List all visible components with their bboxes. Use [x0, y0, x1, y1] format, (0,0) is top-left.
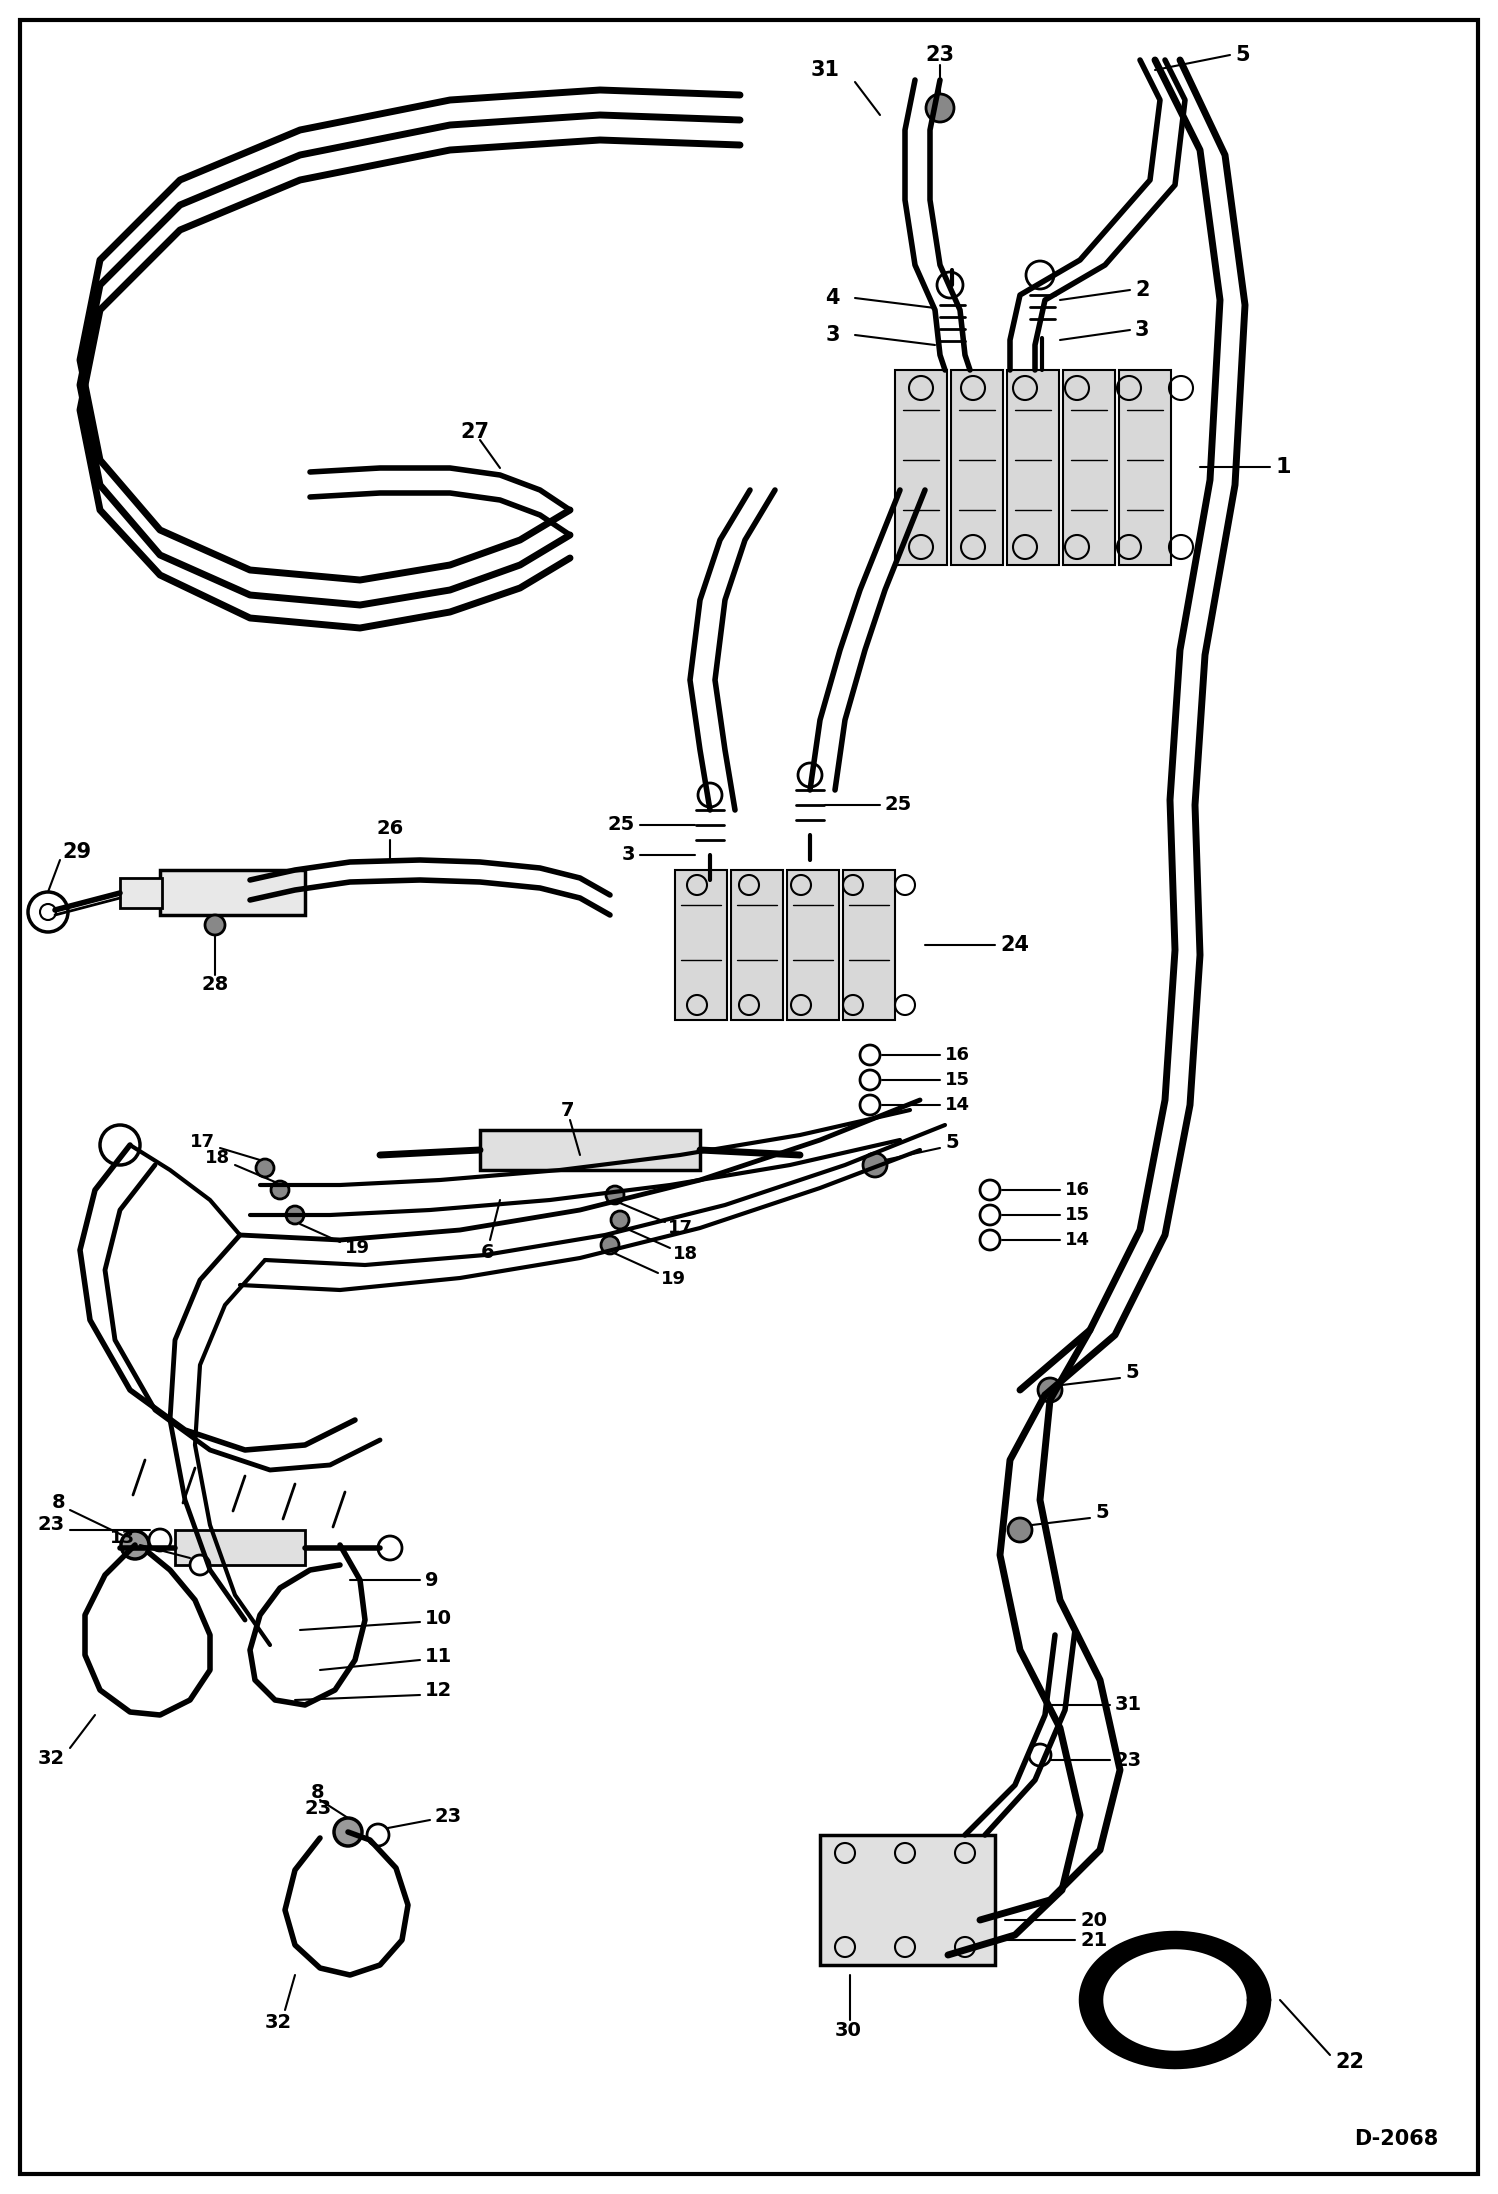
- Text: 1: 1: [1275, 456, 1290, 476]
- Text: 3: 3: [622, 845, 635, 864]
- Text: 17: 17: [190, 1132, 216, 1152]
- Bar: [175, 1529, 306, 1564]
- Circle shape: [271, 1180, 289, 1198]
- Text: 15: 15: [945, 1071, 971, 1088]
- Circle shape: [698, 783, 722, 807]
- Bar: [676, 871, 727, 1020]
- Text: 8: 8: [312, 1782, 325, 1801]
- Circle shape: [1008, 1518, 1032, 1542]
- Text: 15: 15: [1065, 1207, 1091, 1224]
- Text: 25: 25: [885, 796, 912, 814]
- Circle shape: [100, 1126, 139, 1165]
- Bar: [1119, 371, 1171, 566]
- Text: 31: 31: [810, 59, 840, 79]
- Circle shape: [286, 1207, 304, 1224]
- Text: 29: 29: [61, 842, 91, 862]
- Text: 24: 24: [1001, 935, 1029, 954]
- Circle shape: [860, 1071, 879, 1090]
- Text: 3: 3: [1135, 320, 1149, 340]
- Bar: [894, 371, 947, 566]
- Text: 32: 32: [265, 2012, 292, 2032]
- Text: 28: 28: [201, 976, 229, 994]
- Circle shape: [798, 764, 822, 788]
- Text: 18: 18: [673, 1244, 698, 1264]
- Text: 31: 31: [1115, 1696, 1141, 1714]
- Circle shape: [377, 1536, 401, 1560]
- Circle shape: [926, 94, 954, 123]
- Text: 23: 23: [1115, 1751, 1141, 1771]
- Circle shape: [607, 1187, 625, 1205]
- Text: 7: 7: [562, 1101, 575, 1119]
- Bar: [786, 871, 839, 1020]
- Text: 21: 21: [1080, 1931, 1107, 1950]
- Bar: [819, 1834, 995, 1966]
- Text: 13: 13: [109, 1529, 135, 1547]
- Text: 17: 17: [668, 1220, 694, 1237]
- Text: 26: 26: [376, 818, 403, 838]
- Text: 11: 11: [425, 1646, 452, 1665]
- Circle shape: [148, 1529, 171, 1551]
- Circle shape: [938, 272, 963, 298]
- Text: 23: 23: [304, 1799, 331, 1817]
- Text: 6: 6: [481, 1242, 494, 1262]
- Bar: [160, 871, 306, 915]
- Bar: [731, 871, 783, 1020]
- Circle shape: [863, 1154, 887, 1176]
- Text: 9: 9: [425, 1571, 439, 1588]
- Circle shape: [1029, 1744, 1052, 1766]
- Circle shape: [601, 1235, 619, 1255]
- Text: 19: 19: [345, 1240, 370, 1257]
- Text: 23: 23: [434, 1806, 461, 1825]
- Circle shape: [1026, 261, 1055, 290]
- Text: 4: 4: [825, 287, 840, 307]
- Text: 2: 2: [1135, 281, 1149, 301]
- Circle shape: [40, 904, 55, 919]
- Circle shape: [611, 1211, 629, 1229]
- Text: 32: 32: [37, 1749, 64, 1768]
- Text: 23: 23: [926, 46, 954, 66]
- Circle shape: [28, 893, 67, 932]
- Text: 12: 12: [425, 1681, 452, 1700]
- Text: 8: 8: [51, 1494, 64, 1512]
- Text: D-2068: D-2068: [1354, 2128, 1438, 2148]
- Text: 25: 25: [608, 816, 635, 834]
- Text: 16: 16: [945, 1047, 971, 1064]
- Text: 20: 20: [1080, 1911, 1107, 1929]
- Text: 14: 14: [945, 1097, 971, 1115]
- Circle shape: [334, 1819, 363, 1845]
- Text: 19: 19: [661, 1270, 686, 1288]
- Text: 3: 3: [825, 325, 840, 344]
- Bar: [1064, 371, 1115, 566]
- Circle shape: [980, 1205, 1001, 1224]
- Text: 14: 14: [1065, 1231, 1091, 1248]
- Circle shape: [367, 1823, 389, 1845]
- Text: 16: 16: [1065, 1180, 1091, 1198]
- Circle shape: [121, 1531, 148, 1560]
- Bar: [479, 1130, 700, 1169]
- Text: 5: 5: [1095, 1503, 1109, 1523]
- Text: 5: 5: [1234, 46, 1249, 66]
- Circle shape: [205, 915, 225, 935]
- Circle shape: [980, 1231, 1001, 1251]
- Text: 23: 23: [37, 1516, 64, 1534]
- Circle shape: [980, 1180, 1001, 1200]
- Text: 5: 5: [1125, 1362, 1138, 1382]
- Circle shape: [860, 1044, 879, 1064]
- Circle shape: [1038, 1378, 1062, 1402]
- Bar: [843, 871, 894, 1020]
- Circle shape: [256, 1158, 274, 1176]
- Text: 18: 18: [205, 1150, 231, 1167]
- Text: 27: 27: [460, 421, 490, 441]
- Text: 5: 5: [945, 1132, 959, 1152]
- Bar: [120, 878, 162, 908]
- Circle shape: [190, 1556, 210, 1575]
- Circle shape: [860, 1095, 879, 1115]
- Bar: [1007, 371, 1059, 566]
- Text: 30: 30: [834, 2021, 861, 2040]
- Text: 22: 22: [1335, 2051, 1365, 2071]
- Bar: [951, 371, 1004, 566]
- Text: 10: 10: [425, 1608, 452, 1628]
